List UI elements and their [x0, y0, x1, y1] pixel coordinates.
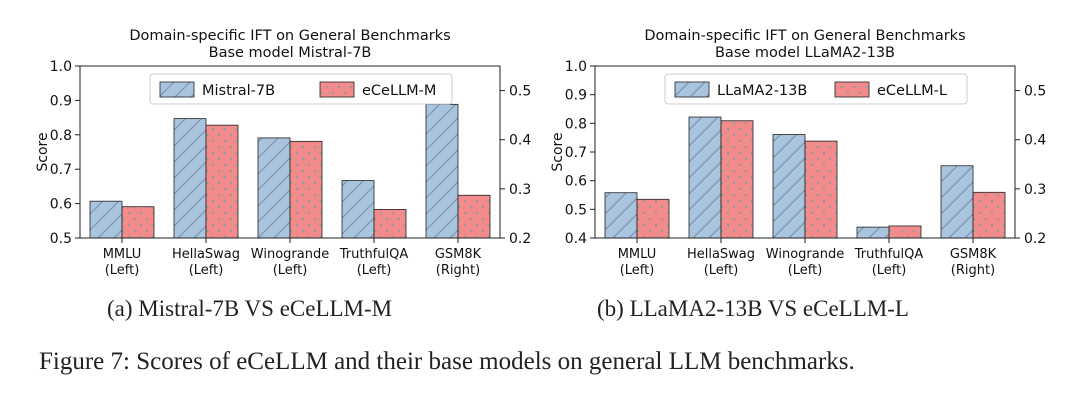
x-tick-sublabel: (Left) — [704, 263, 739, 278]
legend-label-base: Mistral-7B — [202, 83, 275, 99]
x-tick-label: GSM8K — [950, 247, 997, 262]
x-tick-sublabel: (Left) — [189, 263, 224, 278]
chart-subtitle: Base model Mistral-7B — [209, 45, 372, 61]
y2-tick-label: 0.5 — [509, 84, 531, 100]
x-tick-sublabel: (Left) — [872, 263, 907, 278]
bar-base — [856, 226, 890, 239]
y2-tick-label: 0.2 — [509, 231, 531, 247]
subcaption-a: (a) Mistral-7B VS eCeLLM-M — [107, 296, 393, 321]
bar-base — [772, 134, 806, 239]
bar-base — [940, 165, 974, 239]
x-tick-label: MMLU — [103, 247, 142, 262]
plot-frame — [594, 65, 1016, 239]
x-tick-sublabel: (Left) — [105, 263, 140, 278]
chart-1-svg: Domain-specific IFT on General Benchmark… — [550, 28, 1046, 278]
x-tick-sublabel: (Right) — [436, 263, 480, 278]
x-tick-label: TruthfulQA — [854, 247, 924, 262]
bar-ecellm — [888, 225, 922, 239]
bar-base — [604, 192, 638, 239]
y-tick-label: 1.0 — [50, 59, 72, 75]
x-tick-label: GSM8K — [435, 247, 482, 262]
bar-base — [688, 116, 722, 239]
y-axis-label: Score — [550, 132, 566, 171]
subcaption-b: (b) LLaMA2-13B VS eCeLLM-L — [597, 296, 909, 321]
chart-0-svg: Domain-specific IFT on General Benchmark… — [35, 28, 531, 278]
x-tick-label: Winogrande — [251, 247, 329, 262]
y-tick-label: 0.4 — [565, 231, 587, 247]
bar-ecellm — [121, 206, 155, 239]
bar-base — [257, 137, 291, 239]
y-tick-label: 0.7 — [565, 145, 587, 161]
x-tick-sublabel: (Left) — [273, 263, 308, 278]
legend-swatch-base — [159, 81, 195, 98]
bar-base — [89, 200, 123, 239]
x-tick-sublabel: (Left) — [357, 263, 392, 278]
y-tick-label: 0.5 — [565, 202, 587, 218]
x-tick-label: HellaSwag — [172, 247, 240, 262]
x-tick-sublabel: (Left) — [788, 263, 823, 278]
y2-tick-label: 0.4 — [1024, 133, 1046, 149]
y2-tick-label: 0.3 — [509, 182, 531, 198]
x-tick-label: TruthfulQA — [339, 247, 409, 262]
bar-ecellm — [205, 124, 239, 239]
legend-label-ecellm: eCeLLM-M — [362, 83, 436, 99]
y-tick-label: 0.7 — [50, 162, 72, 178]
legend-swatch-ecellm — [834, 81, 870, 98]
bar-ecellm — [804, 140, 838, 239]
legend-label-ecellm: eCeLLM-L — [877, 83, 947, 99]
bar-ecellm — [457, 194, 491, 239]
chart-panel-b: Domain-specific IFT on General Benchmark… — [515, 0, 1055, 300]
bar-ecellm — [972, 191, 1006, 239]
y-tick-label: 0.6 — [50, 197, 72, 213]
bar-ecellm — [636, 198, 670, 239]
legend-swatch-base — [674, 81, 710, 98]
y2-tick-label: 0.2 — [1024, 231, 1046, 247]
bar-base — [425, 103, 459, 239]
legend-swatch-ecellm — [319, 81, 355, 98]
x-tick-sublabel: (Right) — [951, 263, 995, 278]
chart-panel-a: Domain-specific IFT on General Benchmark… — [0, 0, 540, 300]
legend-label-base: LLaMA2-13B — [717, 83, 807, 99]
figure-caption: Figure 7: Scores of eCeLLM and their bas… — [39, 348, 855, 375]
y-tick-label: 0.6 — [565, 174, 587, 190]
y-tick-label: 1.0 — [565, 59, 587, 75]
legend-box — [149, 73, 453, 105]
bar-ecellm — [373, 209, 407, 239]
chart-title: Domain-specific IFT on General Benchmark… — [129, 28, 450, 44]
y-tick-label: 0.9 — [565, 88, 587, 104]
bar-ecellm — [289, 140, 323, 239]
x-tick-label: MMLU — [618, 247, 657, 262]
bar-ecellm — [720, 120, 754, 239]
y-tick-label: 0.9 — [50, 93, 72, 109]
chart-title: Domain-specific IFT on General Benchmark… — [644, 28, 965, 44]
legend-box — [664, 73, 968, 105]
x-tick-label: Winogrande — [766, 247, 844, 262]
y2-tick-label: 0.3 — [1024, 182, 1046, 198]
bar-base — [173, 118, 207, 239]
y-axis-label: Score — [35, 132, 51, 171]
bar-base — [341, 180, 375, 239]
y-tick-label: 0.5 — [50, 231, 72, 247]
chart-subtitle: Base model LLaMA2-13B — [715, 45, 895, 61]
y-tick-label: 0.8 — [50, 128, 72, 144]
x-tick-sublabel: (Left) — [620, 263, 655, 278]
y2-tick-label: 0.5 — [1024, 84, 1046, 100]
x-tick-label: HellaSwag — [687, 247, 755, 262]
plot-frame — [79, 65, 501, 239]
y-tick-label: 0.8 — [565, 116, 587, 132]
y2-tick-label: 0.4 — [509, 133, 531, 149]
